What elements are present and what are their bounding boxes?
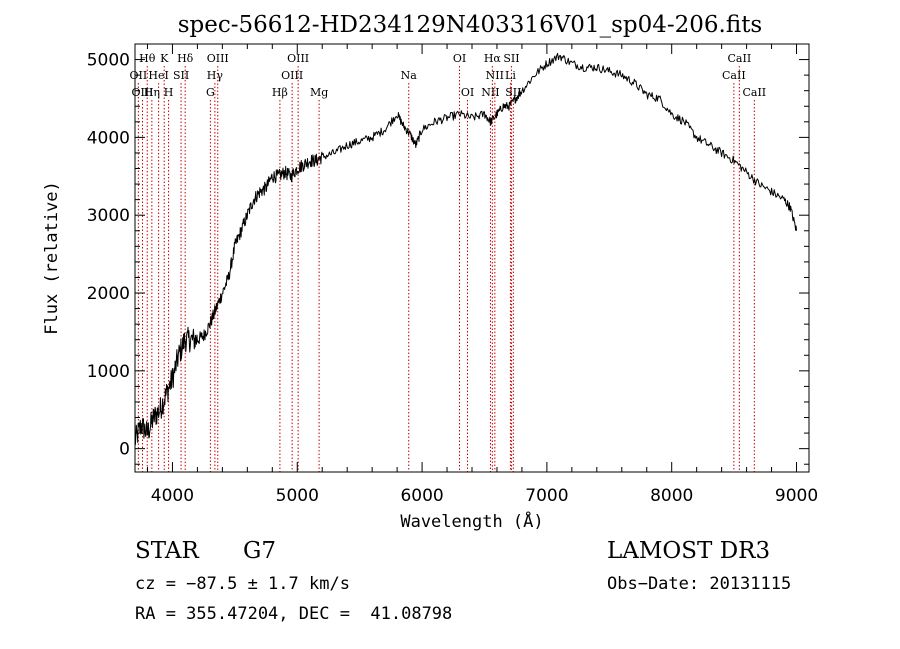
marker-label: OIII	[131, 86, 153, 99]
coordinates-text: RA = 355.47204, DEC = 41.08798	[135, 604, 453, 624]
marker-label: Hδ	[177, 52, 194, 65]
x-tick-label: 7000	[525, 486, 568, 506]
chart-title: spec-56612-HD234129N403316V01_sp04-206.f…	[178, 12, 763, 38]
redshift-text: cz = −87.5 ± 1.7 km/s	[135, 574, 350, 594]
marker-label: SII	[503, 52, 519, 65]
y-tick-label: 0	[119, 440, 130, 460]
y-tick-label: 2000	[87, 284, 130, 304]
marker-label: Na	[401, 69, 418, 82]
y-tick-label: 3000	[87, 206, 130, 226]
y-axis-label: Flux (relative)	[42, 181, 62, 335]
marker-label: OIII	[207, 52, 229, 65]
marker-label: OI	[453, 52, 466, 65]
marker-label: Mg	[310, 86, 328, 99]
marker-label: NII	[486, 69, 504, 82]
plot-frame	[134, 43, 810, 473]
marker-label: K	[160, 52, 169, 65]
marker-label: Li	[505, 69, 516, 82]
marker-label: NII	[481, 86, 499, 99]
marker-label: OIII	[281, 69, 303, 82]
x-axis-label: Wavelength (Å)	[400, 510, 543, 532]
obs-date-text: Obs−Date: 20131115	[607, 574, 792, 594]
marker-label: H	[164, 86, 174, 99]
marker-label: Hα	[484, 52, 502, 65]
marker-label: SII	[173, 69, 189, 82]
x-tick-label: 8000	[650, 486, 693, 506]
marker-label: Hβ	[272, 86, 288, 99]
x-tick-label: 5000	[276, 486, 319, 506]
x-tick-label: 4000	[151, 486, 194, 506]
y-tick-label: 4000	[87, 128, 130, 148]
marker-label: OIII	[287, 52, 309, 65]
y-tick-label: 1000	[87, 362, 130, 382]
x-tick-label: 9000	[775, 486, 818, 506]
marker-label: OI	[461, 86, 474, 99]
spectrum-series	[134, 52, 797, 446]
object-subclass: G7	[243, 538, 277, 564]
axis-ticks: 4000 5000 6000 7000 8000 9000 0 1000 2000 3000 400…	[87, 44, 818, 506]
object-class: STAR	[135, 538, 199, 564]
marker-label: CaII	[742, 86, 766, 99]
spectrum-line	[134, 52, 797, 446]
survey-name: LAMOST DR3	[607, 538, 771, 564]
marker-label: HeI	[148, 69, 168, 82]
y-tick-label: 5000	[87, 51, 130, 71]
marker-label: CaII	[722, 69, 746, 82]
marker-label: Hγ	[207, 69, 224, 82]
marker-label: CaII	[728, 52, 752, 65]
marker-label: Hη	[144, 86, 160, 99]
marker-label: Hθ	[139, 52, 156, 65]
marker-label: G	[206, 86, 215, 99]
x-tick-label: 6000	[400, 486, 443, 506]
